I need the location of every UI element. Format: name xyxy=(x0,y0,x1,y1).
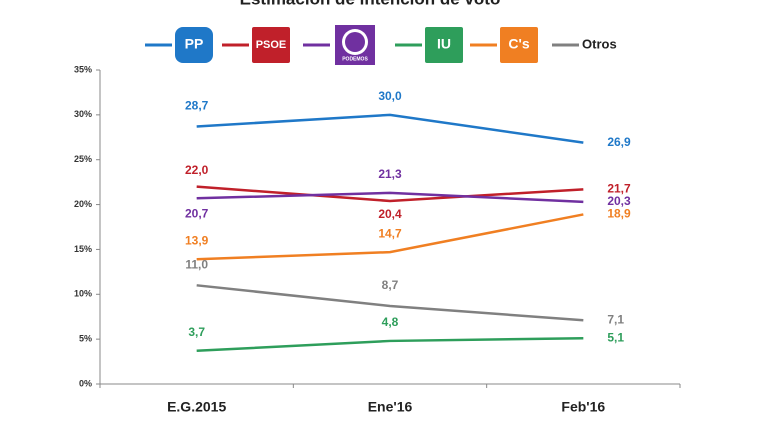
series-line xyxy=(196,284,584,322)
data-label: 8,7 xyxy=(382,278,399,292)
data-label: 5,1 xyxy=(607,330,624,344)
data-label: 13,9 xyxy=(185,233,209,247)
data-label: 11,0 xyxy=(185,257,208,271)
legend-label: PP xyxy=(185,36,204,52)
data-label: 20,7 xyxy=(185,206,209,220)
y-tick-label: 30% xyxy=(74,109,92,119)
data-label: 21,7 xyxy=(607,181,631,195)
legend-logo xyxy=(252,27,290,63)
y-tick-label: 10% xyxy=(74,289,92,299)
data-label: 3,7 xyxy=(188,325,205,339)
series-line xyxy=(196,113,584,144)
data-label: 20,4 xyxy=(378,207,402,221)
legend-logo xyxy=(425,27,463,63)
legend-logo xyxy=(175,27,213,63)
data-label: 28,7 xyxy=(185,99,209,113)
series-line xyxy=(196,336,584,353)
data-label: 7,1 xyxy=(607,312,624,326)
series-line xyxy=(196,185,584,203)
legend-label: PODEMOS xyxy=(342,56,368,62)
data-label: 4,8 xyxy=(382,315,399,329)
legend-logo xyxy=(500,27,538,63)
data-label: 30,0 xyxy=(378,89,402,103)
legend-label: IU xyxy=(437,36,451,52)
y-tick-label: 0% xyxy=(79,378,92,388)
y-tick-label: 5% xyxy=(79,334,92,344)
chart-title: Estimación de intención de voto xyxy=(240,0,501,8)
x-tick-label: E.G.2015 xyxy=(167,399,226,415)
series-line xyxy=(196,213,584,261)
data-label: 21,3 xyxy=(378,167,402,181)
data-label: 14,7 xyxy=(378,226,402,240)
data-label: 26,9 xyxy=(607,135,631,149)
legend-logo-circle xyxy=(345,32,365,52)
legend-label: Otros xyxy=(582,36,617,51)
series-line xyxy=(196,191,584,204)
legend-label: PSOE xyxy=(256,39,287,51)
y-tick-label: 15% xyxy=(74,244,92,254)
legend-label: C's xyxy=(508,36,529,52)
y-tick-label: 35% xyxy=(74,64,92,74)
data-label: 22,0 xyxy=(185,163,209,177)
x-tick-label: Ene'16 xyxy=(368,399,413,415)
y-tick-label: 20% xyxy=(74,199,92,209)
data-label: 18,9 xyxy=(607,207,631,221)
data-label: 20,3 xyxy=(607,194,631,208)
y-tick-label: 25% xyxy=(74,154,92,164)
x-tick-label: Feb'16 xyxy=(561,399,605,415)
